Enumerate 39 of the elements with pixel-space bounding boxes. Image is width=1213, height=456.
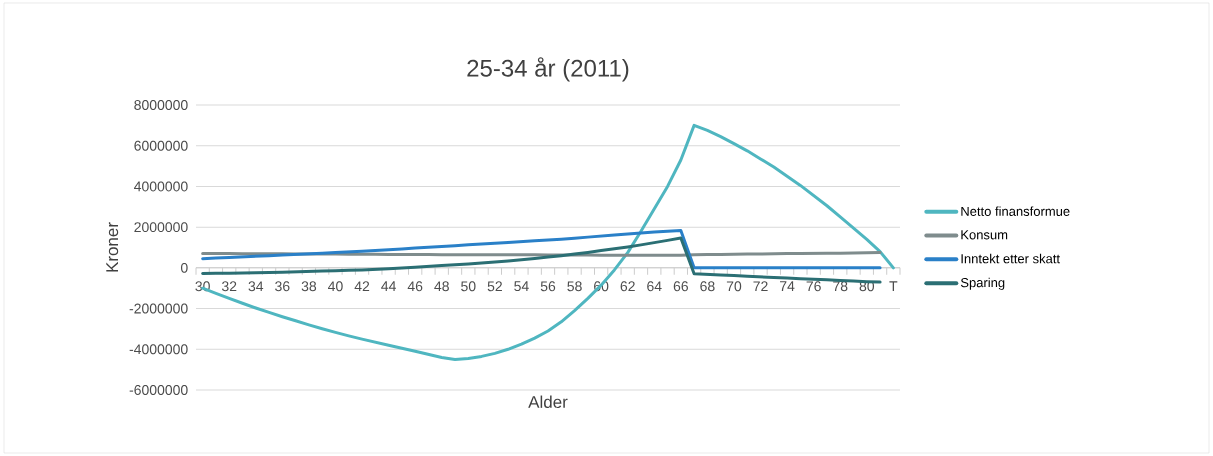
legend-label: Netto finansformue [961,206,1070,216]
legend-label: Konsum [961,230,1008,240]
y-tick-label: 0 [180,262,188,273]
x-tick-label: 64 [647,281,662,292]
x-axis-title: Alder [528,395,568,409]
legend-label: Sparing [960,277,1005,290]
y-axis-title: Kroner [106,222,119,272]
x-tick-label: 66 [673,281,688,292]
x-tick-label: 58 [567,281,582,292]
x-tick-label: 38 [301,281,317,292]
x-tick-label: 52 [487,281,502,292]
chart-title: 25-34 år (2011) [467,57,629,82]
y-tick-label: -6000000 [129,385,188,395]
x-tick-label: T [889,281,898,291]
y-tick-label: 8000000 [134,100,188,110]
legend-label: Inntekt etter skatt [961,253,1060,264]
x-tick-label: 70 [726,281,742,292]
x-tick-label: 76 [806,281,821,292]
x-tick-label: 72 [753,281,768,292]
x-tick-label: 46 [407,281,423,292]
x-tick-label: 36 [275,281,290,292]
x-tick-label: 50 [461,281,476,292]
x-tick-label: 62 [620,281,635,292]
x-tick-label: 34 [248,281,264,292]
y-tick-label: 4000000 [134,181,188,192]
y-tick-label: 6000000 [134,140,188,151]
x-tick-label: 68 [700,281,715,292]
x-tick-label: 54 [514,281,529,292]
y-tick-label: -4000000 [129,344,188,355]
y-tick-label: -2000000 [129,303,188,314]
x-tick-label: 44 [381,281,396,291]
x-tick-label: 32 [221,281,237,292]
x-tick-label: 48 [434,281,449,292]
y-tick-label: 2000000 [134,222,188,233]
x-tick-label: 78 [833,281,848,292]
x-tick-label: 56 [540,281,556,292]
x-tick-label: 42 [354,281,370,292]
x-tick-label: 40 [328,281,343,292]
x-tick-label: 74 [780,281,795,291]
